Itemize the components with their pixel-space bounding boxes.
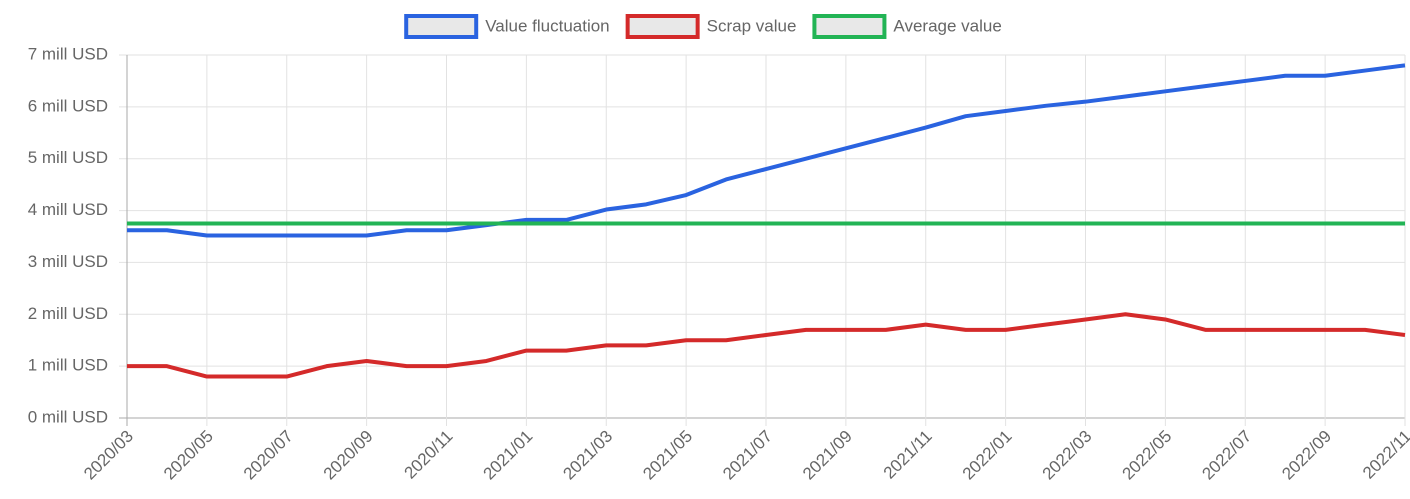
x-tick-label: 2020/09 xyxy=(320,427,377,484)
y-tick-label: 3 mill USD xyxy=(28,252,108,271)
legend-swatch xyxy=(625,14,700,39)
legend-swatch xyxy=(812,14,887,39)
x-tick-label: 2021/05 xyxy=(639,427,696,484)
x-tick-label: 2020/11 xyxy=(400,427,456,483)
legend-label: Scrap value xyxy=(707,16,797,35)
x-tick-label: 2022/07 xyxy=(1198,427,1255,484)
x-tick-label: 2020/03 xyxy=(80,427,137,484)
y-tick-label: 6 mill USD xyxy=(28,96,108,115)
y-tick-label: 4 mill USD xyxy=(28,200,108,219)
y-tick-label: 2 mill USD xyxy=(28,304,108,323)
x-tick-label: 2021/03 xyxy=(559,427,616,484)
x-tick-label: 2022/01 xyxy=(959,427,1016,484)
y-tick-label: 5 mill USD xyxy=(28,148,108,167)
x-tick-label: 2021/01 xyxy=(479,427,536,484)
legend-label: Average value xyxy=(893,16,1001,35)
legend-label: Value fluctuation xyxy=(485,16,609,35)
x-tick-label: 2021/07 xyxy=(719,427,776,484)
x-tick-label: 2022/03 xyxy=(1039,427,1096,484)
x-tick-label: 2021/11 xyxy=(880,427,936,483)
series-line xyxy=(127,63,1406,238)
x-tick-label: 2020/05 xyxy=(160,427,217,484)
x-tick-label: 2022/11 xyxy=(1359,427,1410,483)
x-tick-label: 2021/09 xyxy=(799,427,856,484)
y-tick-label: 0 mill USD xyxy=(28,407,108,426)
y-tick-label: 1 mill USD xyxy=(28,356,108,375)
series-line xyxy=(127,312,1406,379)
legend-swatch xyxy=(404,14,479,39)
x-tick-label: 2022/05 xyxy=(1118,427,1175,484)
y-tick-label: 7 mill USD xyxy=(28,44,108,63)
x-tick-label: 2020/07 xyxy=(240,427,297,484)
x-tick-label: 2022/09 xyxy=(1278,427,1335,484)
